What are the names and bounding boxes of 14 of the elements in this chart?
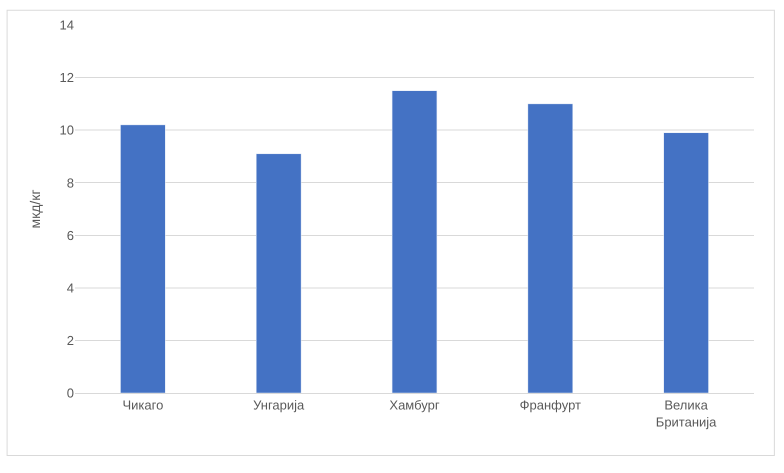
y-tick-label: 12 (60, 70, 74, 86)
y-tick-label: 6 (66, 228, 74, 243)
x-tick-label: Унгарија (253, 398, 306, 413)
x-tick-label: Чикаго (122, 398, 164, 413)
y-tick-label: 8 (66, 175, 74, 190)
y-tick-label: 2 (66, 332, 74, 348)
x-tick-label: Хамбург (389, 398, 440, 413)
y-axis-title: мкд/кг (27, 189, 44, 229)
x-tick-label: Франфурт (520, 398, 582, 413)
x-tick-label: Велика Британија (656, 398, 718, 430)
y-tick-label: 4 (66, 280, 74, 296)
y-tick-label: 10 (60, 122, 74, 138)
y-tick-label: 0 (66, 386, 74, 401)
y-tick-label: 14 (60, 18, 74, 33)
